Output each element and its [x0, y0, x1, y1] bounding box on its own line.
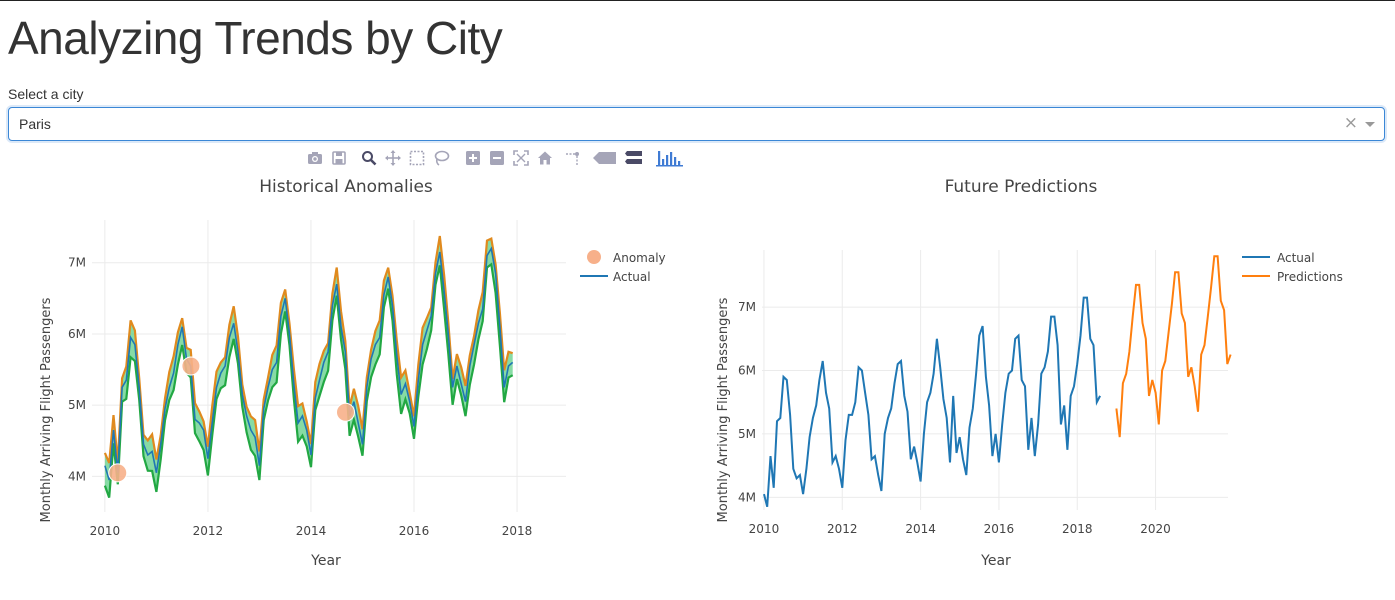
zoom-in-icon[interactable]	[464, 149, 482, 167]
zoom-icon[interactable]	[360, 149, 378, 167]
spike-lines-icon[interactable]	[564, 149, 582, 167]
chevron-down-icon[interactable]	[1365, 122, 1375, 127]
y-tick-label: 4M	[738, 490, 756, 504]
chart-title: Historical Anomalies	[259, 177, 433, 197]
x-tick-label: 2018	[1062, 522, 1093, 536]
y-tick-label: 7M	[738, 300, 756, 314]
y-tick-label: 7M	[68, 256, 86, 270]
x-tick-label: 2010	[90, 524, 121, 538]
y-axis-label: Monthly Arriving Flight Passengers	[39, 297, 54, 522]
reset-axes-icon[interactable]	[536, 149, 554, 167]
autoscale-icon[interactable]	[512, 149, 530, 167]
historical-anomalies-chart[interactable]: Historical Anomalies 2010 2012 2014 2016 201…	[0, 160, 700, 580]
historical-anomalies-svg: Historical Anomalies 2010 2012 2014 2016 201…	[39, 177, 666, 569]
plotly-logo-icon[interactable]	[656, 149, 684, 167]
top-border	[0, 0, 1395, 1]
lower-bound-line	[103, 262, 514, 498]
city-dropdown-value: Paris	[19, 116, 51, 132]
anomaly-point	[335, 402, 355, 422]
legend-item: Anomaly	[613, 251, 666, 265]
x-axis-label: Year	[310, 553, 341, 569]
series-line-predictions	[1115, 255, 1232, 438]
hover-closest-icon[interactable]	[592, 149, 618, 167]
save-icon[interactable]	[330, 149, 348, 167]
future-predictions-svg: Future Predictions 2010 2012 2014 2016 2018 2…	[716, 177, 1343, 569]
x-tick-label: 2016	[399, 524, 430, 538]
y-axis-label: Monthly Arriving Flight Passengers	[716, 297, 731, 522]
x-tick-label: 2010	[749, 522, 780, 536]
y-tick-label: 5M	[68, 398, 86, 412]
x-tick-label: 2018	[502, 524, 533, 538]
anomaly-point	[181, 356, 201, 376]
camera-icon[interactable]	[306, 149, 324, 167]
city-dropdown[interactable]: Paris ×	[8, 107, 1385, 141]
clear-icon[interactable]: ×	[1343, 113, 1358, 133]
legend-item: Actual	[1277, 251, 1315, 265]
x-tick-label: 2012	[193, 524, 224, 538]
x-axis-label: Year	[980, 553, 1011, 569]
series-line-actual	[104, 246, 514, 481]
page-title: Analyzing Trends by City	[8, 12, 503, 64]
x-tick-label: 2016	[984, 522, 1015, 536]
box-select-icon[interactable]	[408, 149, 426, 167]
future-predictions-chart[interactable]: Future Predictions 2010 2012 2014 2016 2018 2…	[700, 160, 1395, 580]
series-line-actual	[763, 296, 1101, 508]
plot-modebar	[306, 149, 686, 167]
x-tick-label: 2014	[905, 522, 936, 536]
hover-compare-icon[interactable]	[624, 149, 644, 167]
y-tick-label: 6M	[738, 363, 756, 377]
y-tick-label: 6M	[68, 327, 86, 341]
y-tick-label: 5M	[738, 427, 756, 441]
city-select-label: Select a city	[8, 86, 84, 102]
legend-item: Actual	[613, 270, 651, 284]
pan-icon[interactable]	[384, 149, 402, 167]
y-tick-label: 4M	[68, 469, 86, 483]
legend[interactable]: Anomaly Actual	[580, 250, 666, 284]
anomaly-point	[108, 463, 128, 483]
x-tick-label: 2014	[296, 524, 327, 538]
legend[interactable]: Actual Predictions	[1242, 251, 1343, 284]
legend-anomaly-marker	[587, 250, 601, 264]
chart-title: Future Predictions	[945, 177, 1098, 197]
lasso-select-icon[interactable]	[432, 149, 450, 167]
x-tick-label: 2012	[827, 522, 858, 536]
zoom-out-icon[interactable]	[488, 149, 506, 167]
upper-bound-line	[103, 235, 514, 464]
legend-item: Predictions	[1277, 270, 1343, 284]
x-tick-label: 2020	[1140, 522, 1171, 536]
